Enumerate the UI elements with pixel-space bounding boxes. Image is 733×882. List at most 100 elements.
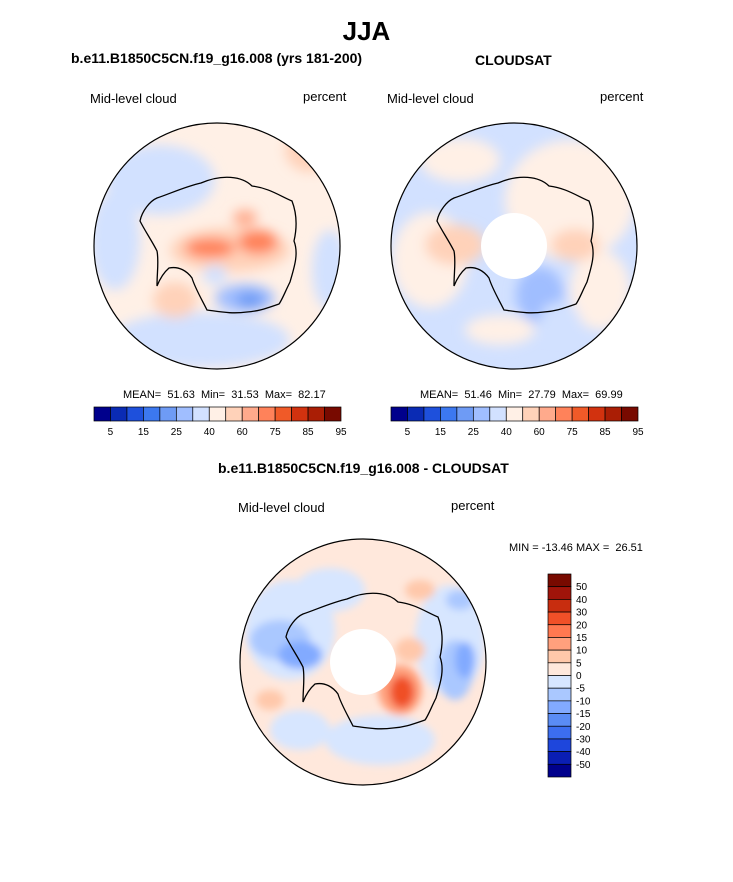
colorbar-tick-label: 95 [335, 427, 347, 438]
colorbar-swatch [274, 406, 292, 422]
colorbar-swatch [547, 738, 572, 752]
colorbar-tick-label: 75 [567, 427, 579, 438]
colorbar-swatch [159, 406, 177, 422]
colorbar-swatch [547, 624, 572, 638]
colorbar-swatch [307, 406, 325, 422]
colorbar-swatch [571, 406, 589, 422]
colorbar-tick-label: 95 [632, 427, 644, 438]
colorbar-swatch [547, 763, 572, 778]
map-boundary [390, 122, 638, 370]
colorbar-swatch [208, 406, 227, 422]
colorbar-swatch [547, 611, 572, 626]
colorbar-tick-label: -50 [576, 760, 591, 771]
panel1-stats: MEAN= 51.63 Min= 31.53 Max= 82.17 [123, 389, 326, 401]
colorbar-swatch [547, 599, 572, 613]
colorbar-tick-label: -40 [576, 747, 591, 758]
panel1-title: b.e11.B1850C5CN.f19_g16.008 (yrs 181-200… [71, 50, 363, 66]
colorbar-tick-label: 5 [576, 658, 582, 669]
colorbar-swatch [555, 406, 573, 422]
colorbar-swatch [522, 406, 540, 422]
panel3-title: b.e11.B1850C5CN.f19_g16.008 - CLOUDSAT [218, 460, 509, 476]
colorbar-swatch [390, 406, 408, 422]
colorbar-swatch [489, 406, 507, 422]
colorbar-swatch [192, 406, 210, 422]
colorbar-swatch [547, 662, 572, 676]
panel3-units-label: percent [451, 498, 495, 513]
colorbar-swatch [547, 687, 572, 702]
panel3-variable-label: Mid-level cloud [238, 500, 325, 515]
map-cloudsat-south-polar [390, 122, 638, 370]
panel1-variable-label: Mid-level cloud [90, 91, 177, 106]
colorbar-swatch [547, 713, 572, 727]
colorbar-swatch [407, 406, 425, 422]
colorbar-tick-label: 5 [405, 427, 411, 438]
colorbar-swatch [241, 406, 260, 422]
colorbar-tick-label: -20 [576, 722, 591, 733]
map-boundary [93, 122, 341, 370]
colorbar-tick-label: -15 [576, 709, 591, 720]
map-difference-south-polar [239, 538, 487, 786]
colorbar-swatch [588, 406, 606, 422]
colorbar-tick-label: 5 [108, 427, 114, 438]
colorbar-swatch [538, 406, 557, 422]
colorbar-tick-label: 20 [576, 620, 588, 631]
map-model-south-polar [93, 122, 341, 370]
panel2-units-label: percent [600, 89, 644, 104]
colorbar-swatch [547, 573, 572, 588]
colorbar-swatch [324, 406, 342, 422]
colorbar-tick-label: 0 [576, 671, 582, 682]
colorbar-swatch [110, 406, 128, 422]
page-title: JJA [342, 16, 391, 46]
colorbar-swatch [175, 406, 194, 422]
colorbar-tick-label: 85 [303, 427, 315, 438]
colorbar-swatch [604, 406, 622, 422]
colorbar-tick-label: -5 [576, 684, 585, 695]
colorbar-tick-label: 10 [576, 646, 588, 657]
colorbar-swatch [143, 406, 161, 422]
colorbar-swatch [93, 406, 111, 422]
map-boundary [239, 538, 487, 786]
panel1-units-label: percent [303, 89, 347, 104]
colorbar-tick-label: 85 [600, 427, 612, 438]
colorbar-swatch [547, 725, 572, 740]
panel2-title: CLOUDSAT [475, 52, 552, 68]
colorbar-swatch [440, 406, 458, 422]
colorbar-swatch [547, 675, 572, 689]
panel2-variable-label: Mid-level cloud [387, 91, 474, 106]
colorbar-swatch [547, 586, 572, 600]
colorbar-swatch [621, 406, 639, 422]
colorbar-panel2: 5 15 25 40 60 75 85 95 [390, 406, 644, 438]
colorbar-tick-label: 40 [204, 427, 216, 438]
colorbar-swatch [225, 406, 243, 422]
colorbar-tick-label: -30 [576, 734, 591, 745]
colorbar-tick-label: 25 [468, 427, 480, 438]
colorbar-tick-label: 40 [576, 595, 588, 606]
colorbar-tick-label: 60 [237, 427, 249, 438]
colorbar-swatch [291, 406, 309, 422]
colorbar-swatch [472, 406, 491, 422]
colorbar-tick-label: 15 [435, 427, 447, 438]
colorbar-tick-label: 50 [576, 582, 588, 593]
colorbar-swatch [547, 637, 572, 651]
colorbar-panel1: 5 15 25 40 60 75 85 95 [93, 406, 347, 438]
panel2-stats: MEAN= 51.46 Min= 27.79 Max= 69.99 [420, 389, 623, 401]
colorbar-tick-label: 60 [534, 427, 546, 438]
colorbar-swatch [258, 406, 276, 422]
colorbar-tick-label: 15 [138, 427, 150, 438]
colorbar-swatch [423, 406, 441, 422]
colorbar-tick-label: -10 [576, 696, 591, 707]
colorbar-tick-label: 25 [171, 427, 183, 438]
colorbar-swatch [505, 406, 524, 422]
colorbar-tick-label: 40 [501, 427, 513, 438]
colorbar-swatch [547, 751, 572, 765]
panel3-stats: MIN = -13.46 MAX = 26.51 [509, 542, 643, 554]
colorbar-swatch [456, 406, 474, 422]
colorbar-swatch [126, 406, 144, 422]
colorbar-swatch [547, 700, 572, 714]
colorbar-swatch [547, 649, 572, 664]
colorbar-tick-label: 30 [576, 608, 588, 619]
colorbar-tick-label: 75 [270, 427, 282, 438]
colorbar-tick-label: 15 [576, 633, 588, 644]
